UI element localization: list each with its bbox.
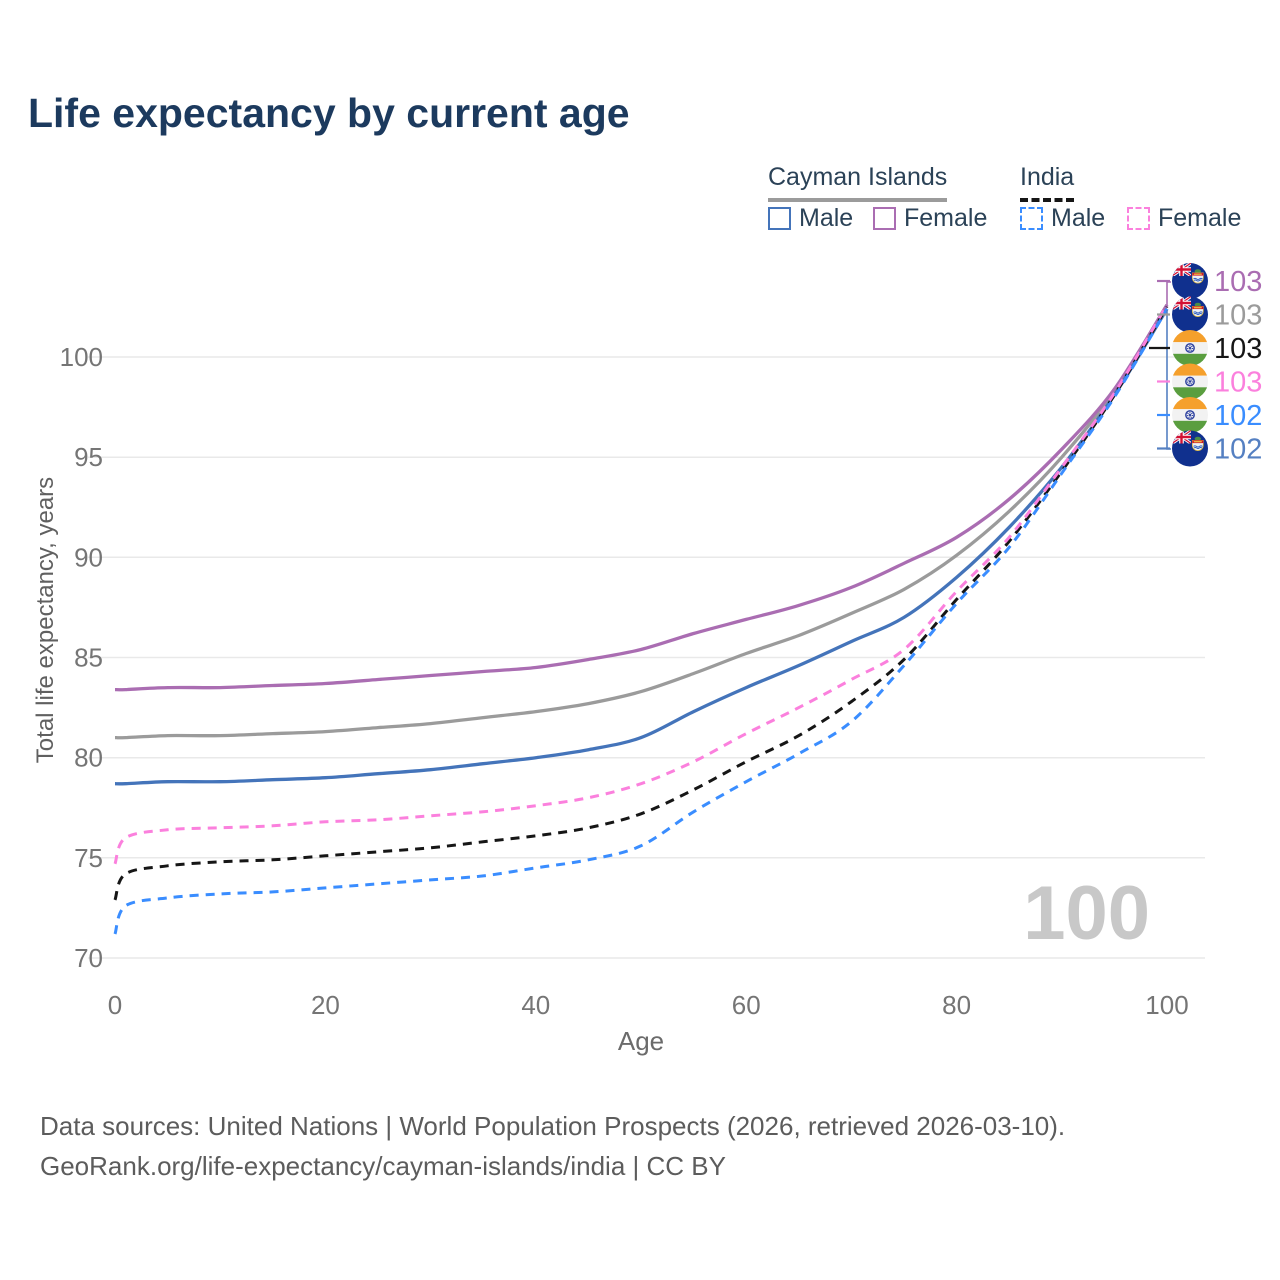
y-tick-label-80: 80 xyxy=(74,743,103,773)
footer-license-line: GeoRank.org/life-expectancy/cayman-islan… xyxy=(40,1151,726,1182)
legend-item-india-male: Male xyxy=(1020,204,1105,233)
y-tick-label-100: 100 xyxy=(60,342,103,372)
legend-label: Female xyxy=(904,204,988,232)
x-axis-title: Age xyxy=(617,1026,665,1056)
legend-item-cayman-male: Male xyxy=(768,204,853,233)
x-tick-label-0: 0 xyxy=(108,990,122,1020)
series-line-india-all xyxy=(113,306,1169,901)
legend-label: Female xyxy=(1158,204,1242,232)
end-label-value: 102 xyxy=(1214,434,1262,466)
y-axis-title: Total life expectancy, years xyxy=(32,476,59,764)
legend-label: Male xyxy=(799,204,854,232)
legend-item-cayman-female: Female xyxy=(873,204,987,233)
gridlines xyxy=(88,356,1205,959)
series-line-india-female xyxy=(113,304,1169,865)
cayman-flag-icon xyxy=(1172,297,1208,333)
end-label-value: 103 xyxy=(1214,333,1262,365)
y-tick-label-75: 75 xyxy=(74,843,103,873)
footer-source-line: Data sources: United Nations | World Pop… xyxy=(40,1111,1066,1141)
cayman-flag-icon xyxy=(1172,263,1208,299)
chart-title: Life expectancy by current age xyxy=(28,90,630,136)
x-tick-label-60: 60 xyxy=(732,990,761,1020)
series-line-cayman-female xyxy=(114,304,1169,692)
legend-label: Male xyxy=(1051,204,1106,232)
series-lines xyxy=(113,304,1169,935)
series-line-cayman-all xyxy=(114,304,1169,740)
cayman-flag-icon xyxy=(1172,431,1208,467)
x-tick-label-80: 80 xyxy=(942,990,971,1020)
axis-tick-labels: 70 75 80 85 90 95 100 0 20 40 60 80 100 xyxy=(60,342,1189,1020)
end-label-value: 103 xyxy=(1214,266,1262,298)
y-tick-label-95: 95 xyxy=(74,442,103,472)
india-flag-icon xyxy=(1172,397,1208,433)
india-flag-icon xyxy=(1172,364,1208,400)
cayman-male-swatch-icon xyxy=(768,207,791,230)
end-label-value: 102 xyxy=(1214,400,1262,432)
india-flag-icon xyxy=(1172,330,1208,366)
y-tick-label-85: 85 xyxy=(74,643,103,673)
end-label-value: 103 xyxy=(1214,300,1262,332)
legend-group-cayman-islands: Cayman Islands xyxy=(768,163,948,202)
legend-item-india-female: Female xyxy=(1127,204,1241,233)
y-tick-label-90: 90 xyxy=(74,542,103,572)
series-line-cayman-male xyxy=(114,308,1169,786)
x-tick-label-40: 40 xyxy=(521,990,550,1020)
legend-group-india: India xyxy=(1020,163,1075,202)
series-line-india-male xyxy=(113,308,1169,935)
india-female-swatch-icon xyxy=(1127,207,1150,230)
leader-line-top xyxy=(1166,281,1171,306)
end-label-value: 103 xyxy=(1214,367,1262,399)
x-tick-label-20: 20 xyxy=(311,990,340,1020)
x-tick-label-100: 100 xyxy=(1145,990,1188,1020)
footer: Data sources: United Nations | World Pop… xyxy=(40,1106,1065,1187)
leader-line-bottom xyxy=(1166,310,1171,450)
india-male-swatch-icon xyxy=(1020,207,1043,230)
age-watermark: 100 xyxy=(1023,871,1150,956)
y-tick-label-70: 70 xyxy=(74,943,103,973)
cayman-female-swatch-icon xyxy=(873,207,896,230)
